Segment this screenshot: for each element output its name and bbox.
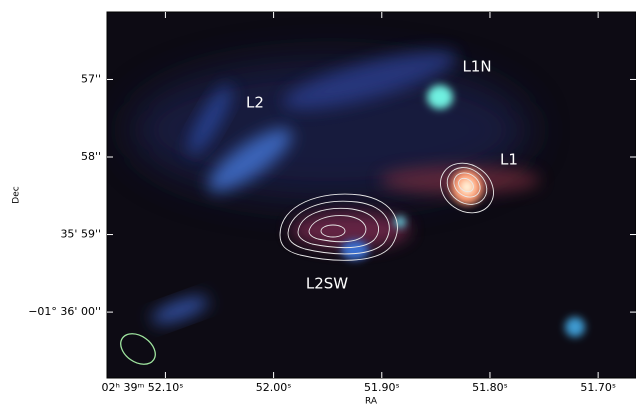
y-axis-label: Dec (12, 186, 22, 203)
sky-image (107, 12, 636, 378)
annotation: L1N (462, 58, 491, 76)
x-tick-label: 51.80ˢ (472, 381, 508, 394)
y-tick-label: 58'' (81, 150, 101, 163)
x-tick-label: 52.00ˢ (256, 381, 292, 394)
x-tick-label: 02ʰ 39ᵐ 52.10ˢ (102, 381, 184, 394)
x-tick-label: 51.90ˢ (364, 381, 400, 394)
y-tick-label: 35' 59'' (60, 228, 101, 241)
x-tick-label: 51.70ˢ (580, 381, 616, 394)
y-tick-label: −01° 36' 00'' (28, 305, 101, 318)
beam-ellipse (120, 333, 156, 365)
annotation: L2SW (306, 275, 348, 293)
x-axis-label: RA (365, 397, 378, 407)
contours (279, 162, 494, 261)
frame (106, 11, 636, 379)
y-tick-label: 57'' (81, 72, 101, 85)
annotation: L1 (500, 151, 518, 169)
annotation: L2 (246, 94, 264, 112)
